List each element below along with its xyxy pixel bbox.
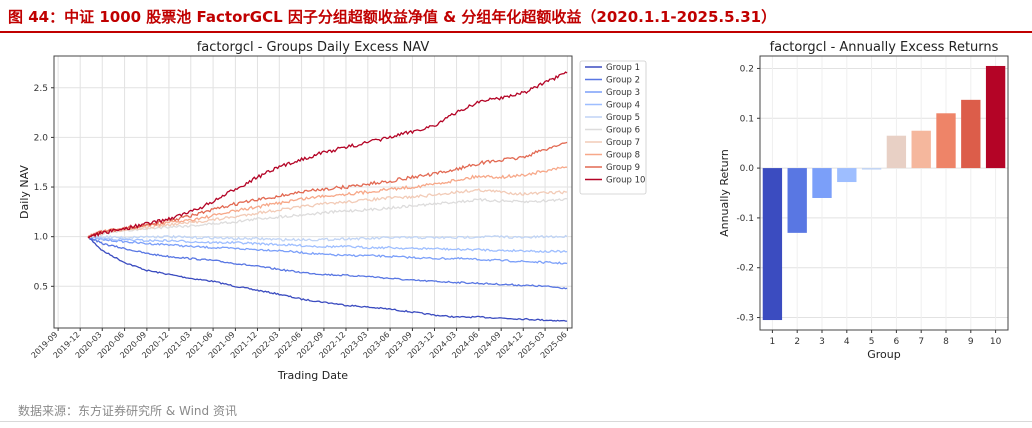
bar-group-10 xyxy=(985,65,1006,169)
x-tick-label: 3 xyxy=(819,337,825,347)
series-line-1 xyxy=(87,236,568,322)
bar-group-2 xyxy=(787,168,807,233)
line-chart-legend: Group 1 Group 2 Group 3 Group 4 Group 5 Group… xyxy=(579,60,647,195)
y-tick-label: 1.0 xyxy=(34,233,49,243)
series-line-8 xyxy=(87,166,568,238)
x-tick-label: 7 xyxy=(918,337,924,347)
y-tick-label: 1.5 xyxy=(34,183,48,193)
x-tick-label: 6 xyxy=(894,337,900,347)
bar-chart: factorgcl - Annually Excess Returns -0.3 -… xyxy=(718,40,1009,361)
series-line-9 xyxy=(87,141,568,240)
y-tick-label: -0.1 xyxy=(736,214,754,224)
source-note: 数据来源：东方证券研究所 & Wind 资讯 xyxy=(18,404,237,418)
series-line-5 xyxy=(87,234,568,242)
line-chart-title: factorgcl - Groups Daily Excess NAV xyxy=(197,40,430,55)
legend-label: Group 5 xyxy=(606,113,640,123)
series-line-7 xyxy=(87,188,568,239)
y-tick-label: 0.1 xyxy=(740,114,754,124)
series-line-4 xyxy=(87,235,568,254)
legend-label: Group 6 xyxy=(606,126,640,136)
series-line-6 xyxy=(87,197,568,239)
y-tick-label: 0.2 xyxy=(740,64,754,74)
y-tick-label: 2.5 xyxy=(34,84,48,94)
bar-group-8 xyxy=(936,113,956,169)
x-tick-label: 8 xyxy=(943,337,949,347)
y-tick-label: 2.0 xyxy=(34,133,49,143)
legend-label: Group 8 xyxy=(606,151,640,161)
y-tick-label: -0.2 xyxy=(736,264,754,274)
bar-chart-title: factorgcl - Annually Excess Returns xyxy=(770,40,999,55)
footer-rule xyxy=(0,421,1032,422)
bar-group-6 xyxy=(886,135,907,169)
x-tick-label: 1 xyxy=(770,337,776,347)
x-tick-label: 4 xyxy=(844,337,850,347)
y-tick-label: 0.5 xyxy=(34,282,48,292)
legend-label: Group 7 xyxy=(606,138,640,148)
series-line-3 xyxy=(87,236,568,265)
plot-frame xyxy=(759,55,1009,331)
bar-group-9 xyxy=(961,99,981,169)
line-chart-xlabel: Trading Date xyxy=(277,369,348,382)
bar-chart-xlabel: Group xyxy=(867,348,901,361)
legend-label: Group 1 xyxy=(606,63,640,73)
x-tick-label: 9 xyxy=(968,337,974,347)
bar-group-5 xyxy=(861,168,882,170)
legend-box xyxy=(579,60,647,195)
legend-label: Group 2 xyxy=(606,76,640,86)
y-tick-label: 0.0 xyxy=(740,164,755,174)
legend-label: Group 10 xyxy=(606,176,645,186)
plot-frame xyxy=(53,55,573,329)
series-line-2 xyxy=(88,236,568,290)
series-line-10 xyxy=(87,71,568,239)
x-tick-label: 5 xyxy=(869,337,875,347)
line-chart: factorgcl - Groups Daily Excess NAV 0.5 1.… xyxy=(18,40,647,382)
bar-chart-ylabel: Annually Return xyxy=(718,149,731,237)
legend-label: Group 4 xyxy=(606,101,640,111)
legend-label: Group 9 xyxy=(606,163,640,173)
x-tick-label: 2 xyxy=(794,337,800,347)
line-chart-ylabel: Daily NAV xyxy=(18,165,31,219)
caption-rule xyxy=(0,31,1032,33)
y-tick-label: -0.3 xyxy=(736,314,754,324)
bar-group-4 xyxy=(837,168,857,183)
x-tick-label: 10 xyxy=(990,337,1002,347)
bar-group-3 xyxy=(812,168,832,198)
bar-group-1 xyxy=(762,168,783,321)
bar-group-7 xyxy=(911,130,931,169)
legend-label: Group 3 xyxy=(606,88,640,98)
figure-caption: 图 44：中证 1000 股票池 FactorGCL 因子分组超额收益净值 & … xyxy=(8,8,777,26)
